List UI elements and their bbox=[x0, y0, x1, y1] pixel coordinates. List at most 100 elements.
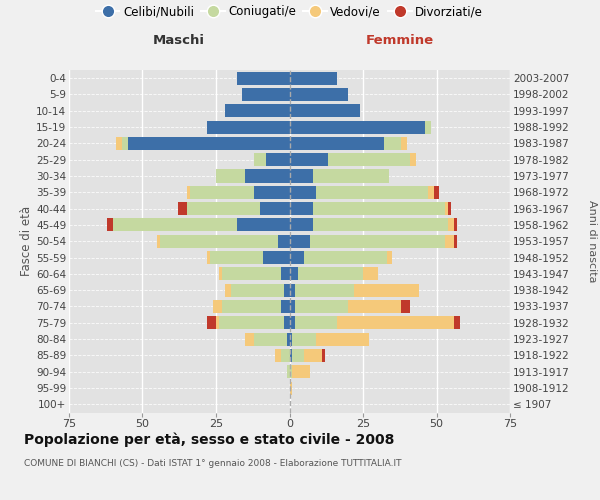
Bar bbox=[284, 284, 290, 296]
Text: COMUNE DI BIANCHI (CS) - Dati ISTAT 1° gennaio 2008 - Elaborazione TUTTITALIA.IT: COMUNE DI BIANCHI (CS) - Dati ISTAT 1° g… bbox=[24, 459, 401, 468]
Bar bbox=[222, 300, 281, 313]
Bar bbox=[290, 104, 360, 118]
Bar bbox=[213, 300, 222, 313]
Bar bbox=[290, 137, 383, 150]
Bar bbox=[116, 137, 122, 150]
Bar bbox=[290, 186, 316, 199]
Bar bbox=[254, 186, 290, 199]
Bar bbox=[245, 332, 254, 345]
Bar bbox=[383, 137, 401, 150]
Legend: Celibi/Nubili, Coniugati/e, Vedovi/e, Divorziati/e: Celibi/Nubili, Coniugati/e, Vedovi/e, Di… bbox=[91, 0, 488, 23]
Bar bbox=[290, 88, 348, 101]
Bar bbox=[445, 234, 454, 248]
Bar bbox=[386, 251, 392, 264]
Bar bbox=[348, 300, 401, 313]
Bar bbox=[434, 186, 439, 199]
Bar bbox=[445, 202, 448, 215]
Y-axis label: Fasce di età: Fasce di età bbox=[20, 206, 33, 276]
Bar bbox=[313, 170, 389, 182]
Bar bbox=[245, 170, 290, 182]
Bar bbox=[290, 72, 337, 85]
Bar bbox=[363, 268, 378, 280]
Bar bbox=[292, 332, 316, 345]
Bar bbox=[454, 316, 460, 330]
Bar bbox=[310, 234, 445, 248]
Bar bbox=[316, 186, 428, 199]
Bar bbox=[290, 365, 292, 378]
Bar bbox=[254, 153, 266, 166]
Bar bbox=[354, 284, 419, 296]
Bar bbox=[292, 349, 304, 362]
Bar bbox=[278, 234, 290, 248]
Bar bbox=[290, 218, 313, 232]
Bar bbox=[428, 186, 434, 199]
Bar bbox=[313, 218, 448, 232]
Bar bbox=[187, 202, 260, 215]
Bar bbox=[295, 300, 348, 313]
Bar bbox=[216, 316, 219, 330]
Bar bbox=[328, 153, 410, 166]
Bar bbox=[219, 316, 284, 330]
Text: Popolazione per età, sesso e stato civile - 2008: Popolazione per età, sesso e stato civil… bbox=[24, 432, 394, 447]
Bar bbox=[290, 316, 295, 330]
Bar bbox=[290, 170, 313, 182]
Bar bbox=[225, 104, 290, 118]
Bar bbox=[157, 234, 160, 248]
Bar bbox=[207, 316, 216, 330]
Bar bbox=[425, 120, 431, 134]
Bar bbox=[122, 137, 128, 150]
Bar bbox=[290, 268, 298, 280]
Bar bbox=[263, 251, 290, 264]
Bar bbox=[207, 120, 290, 134]
Bar bbox=[113, 218, 236, 232]
Bar bbox=[236, 72, 290, 85]
Bar bbox=[210, 251, 263, 264]
Bar bbox=[281, 300, 290, 313]
Bar bbox=[222, 268, 281, 280]
Bar bbox=[454, 234, 457, 248]
Bar bbox=[242, 88, 290, 101]
Text: Femmine: Femmine bbox=[365, 34, 434, 48]
Bar bbox=[298, 268, 363, 280]
Bar bbox=[401, 137, 407, 150]
Bar bbox=[290, 153, 328, 166]
Bar bbox=[216, 170, 245, 182]
Bar bbox=[284, 316, 290, 330]
Bar bbox=[287, 365, 290, 378]
Bar bbox=[275, 349, 281, 362]
Bar bbox=[190, 186, 254, 199]
Bar bbox=[281, 268, 290, 280]
Bar bbox=[401, 300, 410, 313]
Bar bbox=[290, 251, 304, 264]
Text: Maschi: Maschi bbox=[153, 34, 205, 48]
Bar bbox=[225, 284, 230, 296]
Bar bbox=[281, 349, 290, 362]
Bar bbox=[316, 332, 369, 345]
Bar bbox=[290, 349, 292, 362]
Bar bbox=[448, 202, 451, 215]
Bar bbox=[207, 251, 210, 264]
Bar bbox=[266, 153, 290, 166]
Bar bbox=[290, 284, 295, 296]
Bar bbox=[337, 316, 454, 330]
Bar bbox=[448, 218, 454, 232]
Bar bbox=[295, 316, 337, 330]
Bar bbox=[254, 332, 287, 345]
Bar bbox=[304, 251, 386, 264]
Bar bbox=[187, 186, 190, 199]
Bar bbox=[290, 234, 310, 248]
Bar bbox=[260, 202, 290, 215]
Bar bbox=[160, 234, 278, 248]
Bar bbox=[295, 284, 354, 296]
Bar bbox=[107, 218, 113, 232]
Bar bbox=[287, 332, 290, 345]
Bar bbox=[454, 218, 457, 232]
Bar bbox=[290, 300, 295, 313]
Bar bbox=[290, 120, 425, 134]
Bar bbox=[219, 268, 222, 280]
Bar bbox=[230, 284, 284, 296]
Bar bbox=[290, 202, 313, 215]
Bar bbox=[178, 202, 187, 215]
Bar bbox=[290, 382, 292, 394]
Bar bbox=[290, 332, 292, 345]
